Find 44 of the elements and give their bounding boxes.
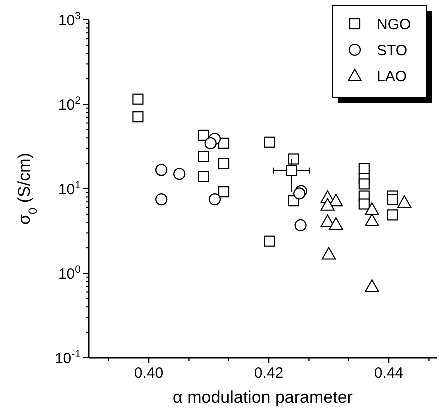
y-tick-label: 10$^{3}$ bbox=[58, 10, 82, 30]
point bbox=[208, 194, 222, 206]
point bbox=[218, 158, 230, 170]
point bbox=[365, 280, 380, 292]
y-tick-label: 10$^{2}$ bbox=[58, 94, 82, 114]
point bbox=[264, 136, 276, 148]
point bbox=[365, 202, 380, 216]
x-tick-label: 0.44 bbox=[374, 365, 404, 382]
point bbox=[156, 194, 168, 206]
x-tick-label: 0.42 bbox=[254, 365, 284, 382]
point bbox=[288, 154, 300, 165]
point bbox=[132, 94, 144, 105]
point bbox=[294, 188, 306, 200]
point bbox=[198, 151, 210, 162]
y-tick-label: 10$^{-1}$ bbox=[54, 348, 82, 368]
legend-label: NGO bbox=[377, 16, 412, 34]
y-tick-label: 10$^{0}$ bbox=[58, 264, 82, 283]
point bbox=[156, 164, 168, 176]
point bbox=[322, 247, 336, 260]
x-axis-title: α modulation parameter bbox=[173, 388, 354, 407]
point bbox=[358, 178, 370, 190]
point bbox=[329, 194, 344, 207]
point bbox=[198, 171, 210, 182]
point bbox=[204, 137, 217, 150]
point bbox=[358, 198, 370, 210]
point bbox=[329, 217, 344, 230]
point bbox=[198, 130, 210, 142]
point bbox=[320, 198, 335, 211]
point bbox=[387, 194, 398, 206]
x-tick-label: 0.40 bbox=[134, 365, 164, 382]
point bbox=[132, 112, 144, 123]
point bbox=[320, 214, 335, 228]
legend-label: LAO bbox=[377, 68, 408, 86]
y-tick-label: 10$^{1}$ bbox=[58, 179, 82, 198]
point bbox=[174, 168, 186, 180]
point bbox=[286, 165, 298, 176]
point bbox=[218, 186, 230, 198]
legend-label: STO bbox=[377, 42, 408, 60]
point bbox=[387, 210, 398, 221]
point bbox=[365, 214, 380, 226]
point bbox=[398, 196, 412, 208]
point bbox=[264, 236, 276, 247]
point bbox=[294, 219, 307, 232]
point bbox=[218, 138, 230, 149]
